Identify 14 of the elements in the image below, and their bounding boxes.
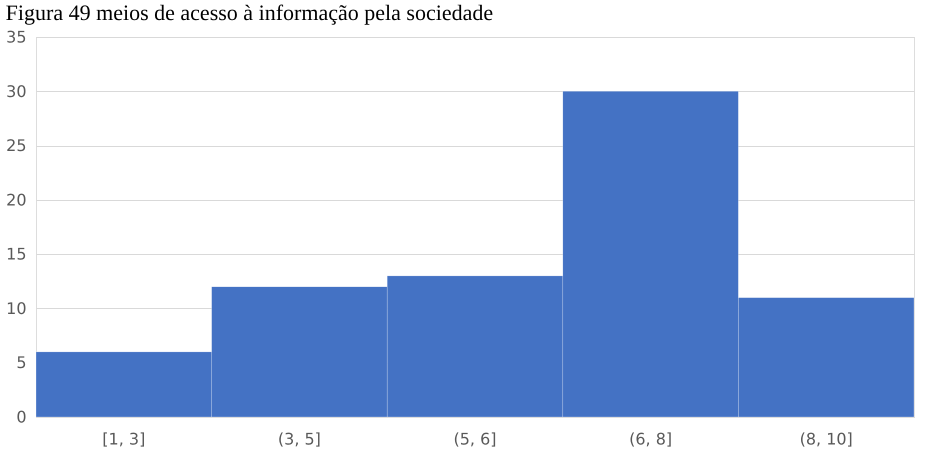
y-tick-label: 0 [16, 408, 26, 426]
y-tick-label: 30 [6, 82, 26, 101]
x-tick-label: (3, 5] [278, 430, 321, 448]
y-tick-label: 10 [6, 298, 26, 318]
x-tick-label: (5, 6] [453, 430, 497, 448]
y-tick-label: 20 [6, 190, 26, 210]
y-tick-label: 5 [16, 353, 26, 372]
y-tick-label: 25 [6, 136, 26, 156]
chart-title: Figura 49 meios de acesso à informação pela sociedade [6, 0, 494, 25]
x-tick-label: (8, 10] [800, 430, 853, 448]
x-tick-label: (6, 8] [629, 430, 672, 448]
x-tick-label: [1, 3] [102, 430, 146, 448]
y-tick-label: 35 [6, 28, 26, 46]
y-tick-label: 15 [6, 244, 26, 264]
